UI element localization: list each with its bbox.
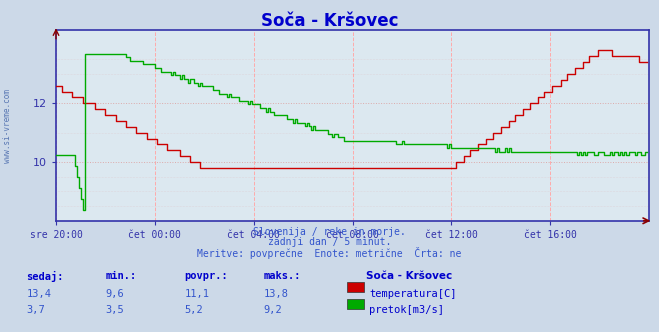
Text: 11,1: 11,1 [185,289,210,299]
Text: Soča - Kršovec: Soča - Kršovec [366,271,452,281]
Text: Meritve: povprečne  Enote: metrične  Črta: ne: Meritve: povprečne Enote: metrične Črta:… [197,247,462,259]
Text: 3,5: 3,5 [105,305,124,315]
Text: 9,6: 9,6 [105,289,124,299]
Text: temperatura[C]: temperatura[C] [369,289,457,299]
Text: min.:: min.: [105,271,136,281]
Text: www.si-vreme.com: www.si-vreme.com [3,89,13,163]
Text: 5,2: 5,2 [185,305,203,315]
Text: Soča - Kršovec: Soča - Kršovec [261,12,398,30]
Text: maks.:: maks.: [264,271,301,281]
Text: pretok[m3/s]: pretok[m3/s] [369,305,444,315]
Text: 13,8: 13,8 [264,289,289,299]
Text: povpr.:: povpr.: [185,271,228,281]
Text: sedaj:: sedaj: [26,271,64,282]
Text: 3,7: 3,7 [26,305,45,315]
Text: zadnji dan / 5 minut.: zadnji dan / 5 minut. [268,237,391,247]
Text: 9,2: 9,2 [264,305,282,315]
Text: Slovenija / reke in morje.: Slovenija / reke in morje. [253,227,406,237]
Text: 13,4: 13,4 [26,289,51,299]
